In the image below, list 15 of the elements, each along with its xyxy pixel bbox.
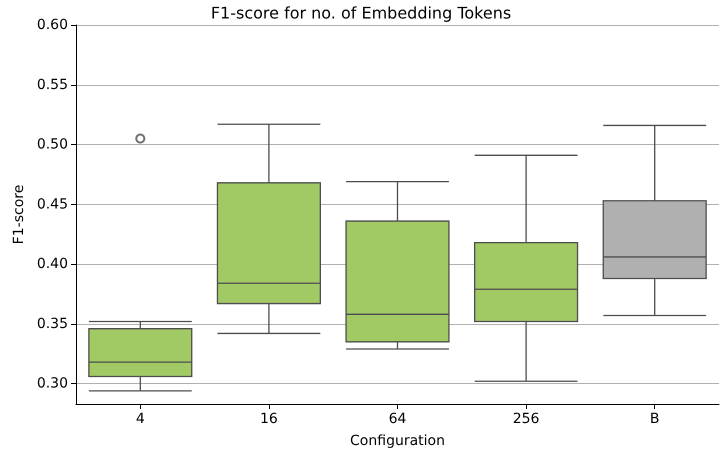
chart-title: F1-score for no. of Embedding Tokens — [210, 4, 512, 22]
x-tick-label: B — [650, 411, 660, 427]
x-tick-label: 4 — [136, 411, 145, 427]
y-tick-label: 0.50 — [36, 136, 68, 153]
y-tick-label: 0.30 — [36, 376, 68, 392]
x-tick-label: 256 — [512, 411, 540, 427]
y-axis-title: F1-score — [10, 184, 27, 244]
x-tick-label: 64 — [388, 411, 406, 427]
x-tick-label: 16 — [260, 411, 278, 427]
y-tick-label: 0.55 — [36, 76, 68, 93]
y-tick-label: 0.45 — [36, 196, 68, 212]
x-axis-title: Configuration — [350, 433, 445, 449]
y-tick-label: 0.60 — [36, 17, 68, 33]
y-tick-label: 0.35 — [36, 316, 68, 332]
y-tick-label: 0.40 — [36, 256, 68, 272]
